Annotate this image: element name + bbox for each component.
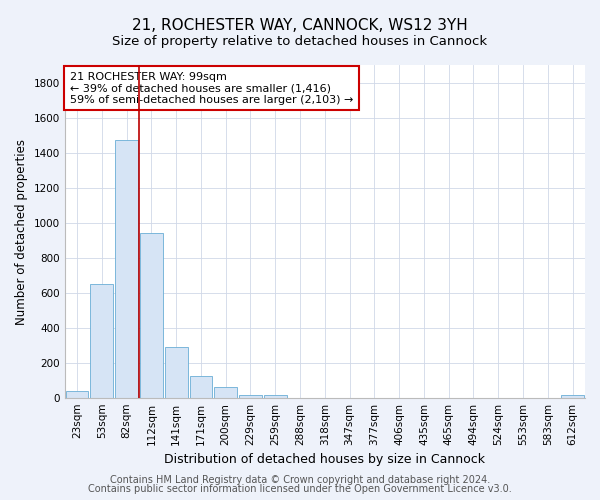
Bar [190,376,212,398]
X-axis label: Distribution of detached houses by size in Cannock: Distribution of detached houses by size … [164,454,485,466]
Bar [264,396,287,398]
Bar [561,396,584,398]
Bar [214,388,237,398]
Bar [165,347,188,398]
Text: Size of property relative to detached houses in Cannock: Size of property relative to detached ho… [112,35,488,48]
Text: 21, ROCHESTER WAY, CANNOCK, WS12 3YH: 21, ROCHESTER WAY, CANNOCK, WS12 3YH [132,18,468,32]
Bar [239,394,262,398]
Bar [140,234,163,398]
Y-axis label: Number of detached properties: Number of detached properties [15,138,28,324]
Bar [65,391,88,398]
Bar [91,284,113,398]
Text: Contains public sector information licensed under the Open Government Licence v3: Contains public sector information licen… [88,484,512,494]
Text: Contains HM Land Registry data © Crown copyright and database right 2024.: Contains HM Land Registry data © Crown c… [110,475,490,485]
Bar [115,140,138,398]
Text: 21 ROCHESTER WAY: 99sqm
← 39% of detached houses are smaller (1,416)
59% of semi: 21 ROCHESTER WAY: 99sqm ← 39% of detache… [70,72,353,105]
